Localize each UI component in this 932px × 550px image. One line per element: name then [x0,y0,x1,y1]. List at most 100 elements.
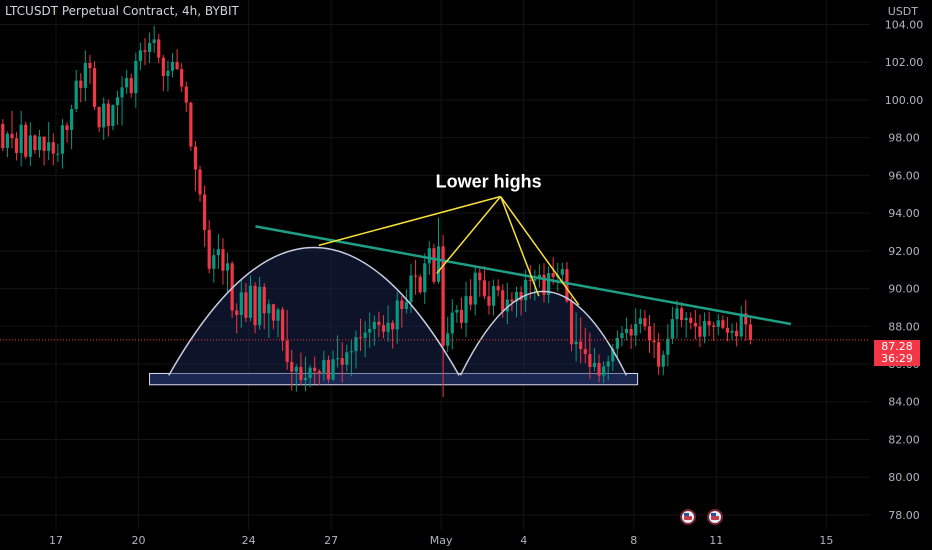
economic-event-flag-icon[interactable] [707,509,723,525]
candle-body [533,278,537,281]
candle-body [400,300,404,309]
candle-body [597,362,601,376]
lower-highs-pointer [499,196,580,306]
candle-body [161,57,165,77]
candle [326,355,331,384]
support-zone-rect [149,372,639,386]
candle [216,234,220,269]
candle [413,259,418,295]
candle [33,134,37,154]
candle [404,289,409,314]
candle-body [290,361,294,372]
candle [597,354,601,383]
candle [707,311,711,336]
candle [303,356,308,392]
candle [469,279,473,311]
candle-body [280,309,285,341]
y-tick-label: 90.00 [888,283,920,296]
candle [5,131,9,158]
y-tick-label: 102.00 [885,56,924,69]
candle-body [317,371,321,374]
candle-body [698,326,702,337]
candle [294,364,298,392]
candle-body [391,322,395,330]
candle-body [308,367,312,378]
candle-body [638,318,642,325]
candle-body [345,352,349,365]
candle-body [10,133,14,139]
candle-body [459,309,464,323]
lower-highs-label: Lower highs [436,172,542,192]
candle [258,276,262,330]
candle [28,122,32,166]
candle [331,350,335,382]
candle [432,244,436,285]
candle [262,283,266,330]
candle-body [56,153,60,155]
candle [615,330,619,357]
candle [354,330,358,369]
candle-body [739,313,743,337]
candle-body [395,300,399,330]
candle [221,238,225,285]
candle-body [120,87,124,98]
candle [368,312,372,348]
economic-event-flag-icon[interactable] [680,509,696,525]
candle-body [129,78,133,94]
candle-body [652,340,656,343]
candle-body [611,348,615,362]
candle-body [381,324,386,332]
candle-body [115,97,120,106]
candle-body [579,341,583,350]
candle [689,312,693,330]
candle-body [602,366,606,376]
candle [88,54,92,84]
candle-body [450,312,454,334]
candle-body [5,133,9,149]
candle-body [647,326,652,341]
candle-body [707,321,711,326]
candle-body [157,39,161,58]
candle [395,291,399,344]
candle-body [569,301,574,345]
candle-body [716,320,720,327]
candle [157,33,161,64]
x-tick-label: 11 [709,534,723,547]
candle-body [615,337,619,349]
candle [391,320,395,349]
candle [253,282,257,334]
y-tick-label: 88.00 [888,320,920,333]
candle [450,299,454,350]
y-tick-label: 100.00 [885,94,924,107]
candle [487,281,491,315]
candle [47,122,51,160]
candle [418,274,422,295]
candle-body [377,321,381,325]
candle-body [693,322,697,327]
lower-highs-pointer [436,196,502,274]
candle [1,119,5,152]
candle [143,38,147,66]
candle [79,73,83,103]
candle [280,306,285,352]
candle [629,324,633,349]
candle-body [404,302,409,309]
candle-body [546,273,551,295]
candle [235,303,239,334]
candle [120,76,124,126]
candle-body [519,291,523,301]
candle [643,310,647,331]
candle-body [42,136,46,151]
candle [24,121,28,159]
candle-body [14,138,19,153]
candle-body [74,80,78,110]
candle-body [666,338,670,355]
candle-body [409,275,413,303]
candle [340,342,344,383]
candle-body [689,317,693,323]
candle-body [276,309,280,321]
drawing-overlays: Lower highs [0,172,870,376]
candle-body [670,319,675,339]
candle [455,304,459,323]
